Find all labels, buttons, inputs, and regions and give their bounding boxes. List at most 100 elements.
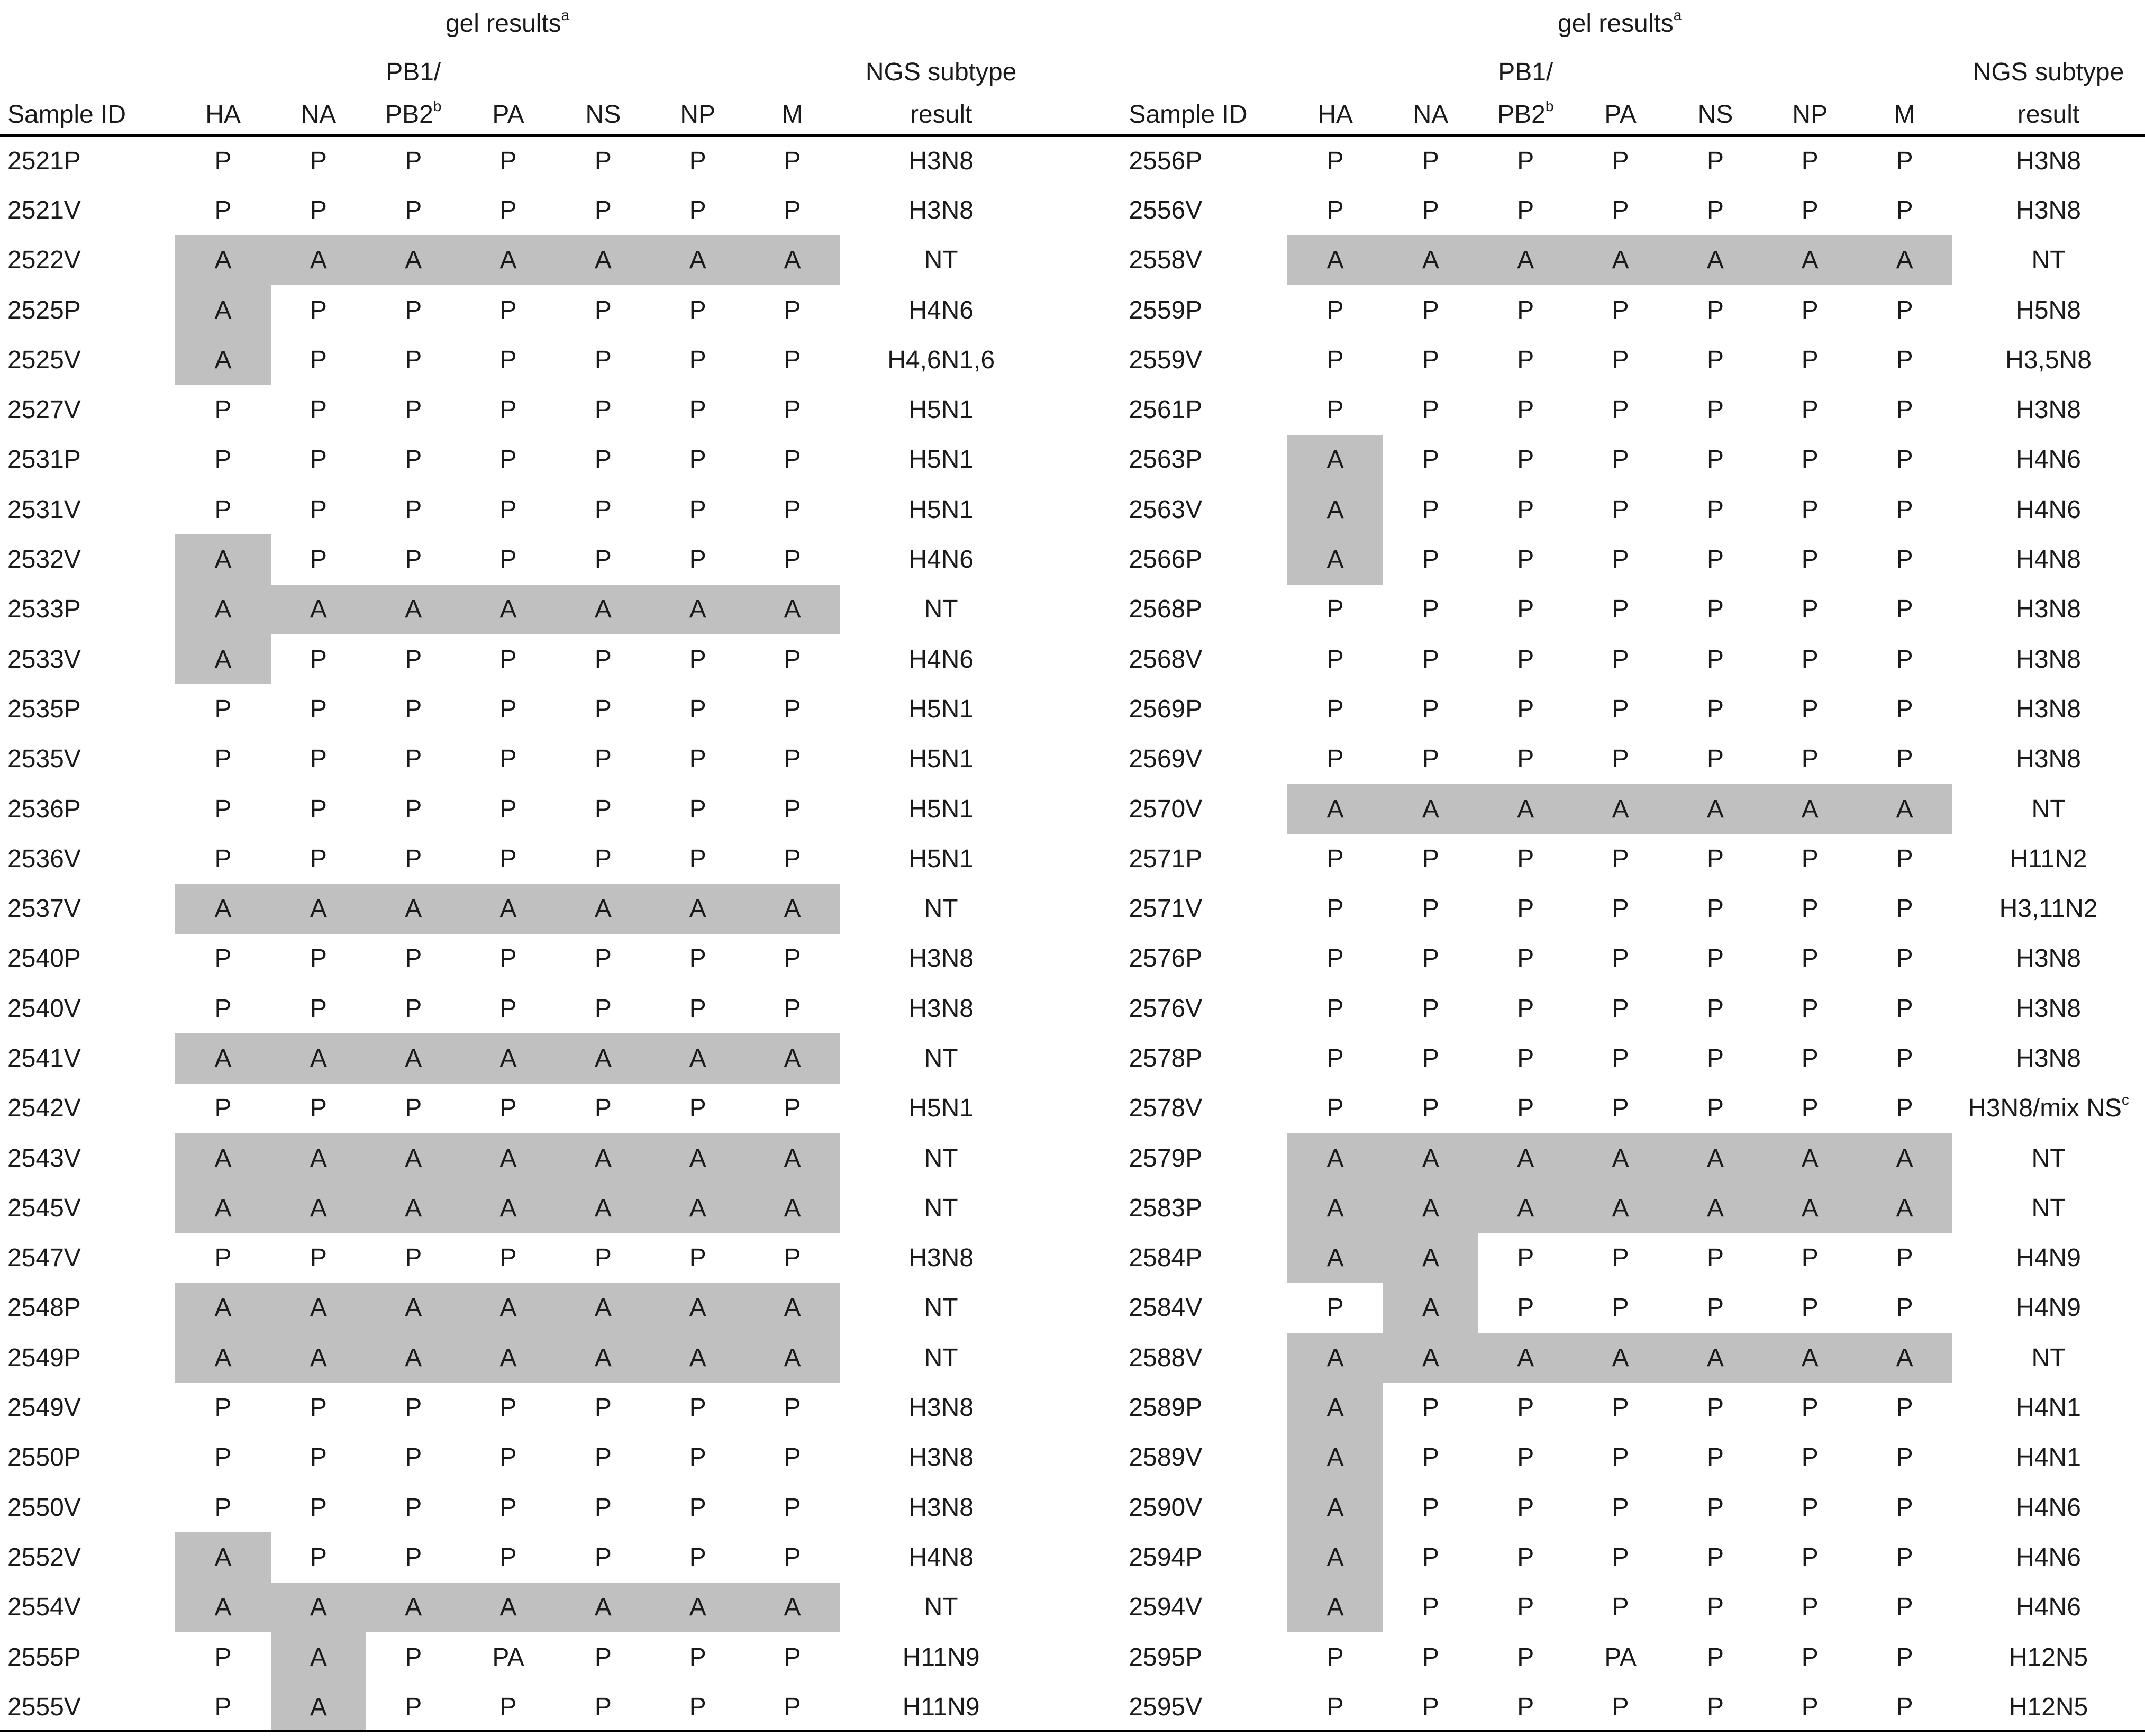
- gel-result-cell: A: [745, 1133, 840, 1184]
- gel-result-cell: P: [784, 1443, 801, 1472]
- ngs-subtype-cell: H4N1: [1952, 1383, 2145, 1432]
- gel-result-cell: P: [1706, 1044, 1724, 1072]
- gel-result-cell: P: [689, 1443, 706, 1472]
- gel-result-cell: A: [650, 1183, 746, 1233]
- ngs-subtype-cell: H5N1: [840, 784, 1042, 834]
- gel-result-cell: P: [1706, 1593, 1724, 1622]
- ngs-subtype-cell: H4N6: [1952, 1532, 2145, 1582]
- gel-result-cell: P: [405, 1394, 422, 1422]
- sample-id-cell: 2547V: [7, 1244, 81, 1273]
- gel-result-cell: A: [1478, 235, 1573, 285]
- ngs-subtype-cell: NT: [840, 1133, 1042, 1183]
- gel-result-cell: A: [1287, 1183, 1384, 1233]
- sample-id-cell: 2542V: [7, 1094, 81, 1123]
- gel-result-cell: A: [175, 1333, 271, 1383]
- ngs-subtype-cell: NT: [840, 1183, 1042, 1233]
- gel-result-cell: P: [214, 1244, 232, 1273]
- gel-result-cell: P: [1896, 147, 1913, 175]
- ngs-subtype-text: H3N8: [2016, 695, 2081, 723]
- gel-result-cell: P: [1326, 196, 1344, 224]
- gel-result-cell: P: [1517, 396, 1534, 424]
- gel-result-cell: P: [1517, 546, 1534, 574]
- gel-result-cell: A: [270, 584, 366, 634]
- bottom-rule: [0, 1730, 2145, 1732]
- table-row: 2521P P P P P P P P H3N8 2556P P P P P P P P H3N8: [0, 135, 2145, 185]
- sample-id-cell: 2525P: [7, 296, 81, 324]
- sample-id-cell: 2588V: [1129, 1343, 1203, 1372]
- sample-id-cell: 2548P: [7, 1294, 81, 1322]
- sample-id-cell: 2537V: [7, 895, 81, 923]
- gel-result-cell: P: [1422, 147, 1439, 175]
- gel-result-cell: PA: [492, 1643, 524, 1671]
- gel-result-cell: P: [1326, 994, 1344, 1023]
- gel-result-cell: P: [1517, 1394, 1534, 1422]
- ngs-subtype-cell: H3N8: [1952, 934, 2145, 984]
- gel-result-cell: P: [689, 396, 706, 424]
- sample-id-heading-right: Sample ID: [1121, 87, 1288, 137]
- ngs-subtype-text: H11N9: [902, 1643, 980, 1671]
- gel-result-cell: P: [1801, 844, 1819, 873]
- gel-result-cell: P: [689, 446, 706, 474]
- ngs-subtype-text: H4N6: [2016, 446, 2081, 474]
- sample-id-cell: 2576P: [1129, 944, 1203, 973]
- gel-result-cell: P: [1706, 1643, 1724, 1671]
- gel-result-cell: P: [1706, 1394, 1724, 1422]
- gel-result-cell: P: [499, 1543, 517, 1571]
- gel-result-cell: A: [460, 1333, 556, 1383]
- gel-result-cell: P: [1612, 1443, 1629, 1472]
- sample-id-cell: 2525V: [7, 346, 81, 374]
- sample-id-cell: 2533P: [7, 595, 81, 624]
- sample-id-cell: 2583P: [1129, 1194, 1203, 1222]
- gel-result-cell: A: [1762, 1133, 1858, 1184]
- gel-result-cell: A: [1287, 1133, 1384, 1184]
- column-gap: [1042, 884, 1121, 933]
- column-gap: [1042, 1632, 1121, 1682]
- table-row: 2521V P P P P P P P H3N8 2556V P P P P P P P H3N8: [0, 185, 2145, 235]
- gel-result-cell: P: [1422, 546, 1439, 574]
- column-gap: [1042, 1333, 1121, 1383]
- gel-result-cell: A: [1573, 1183, 1668, 1233]
- na-heading-left: NA: [270, 87, 366, 137]
- ngs-subtype-text: H4N8: [908, 1543, 974, 1571]
- table-row: 2535P P P P P P P P H5N1 2569P P P P P P P P H3N8: [0, 684, 2145, 734]
- ngs-subtype-cell: NT: [840, 1333, 1042, 1383]
- ngs-subtype-cell: NT: [840, 1583, 1042, 1632]
- gel-result-cell: P: [1896, 1543, 1913, 1571]
- ngs-subtype-text: H3N8: [908, 1443, 974, 1472]
- gel-result-cell: P: [1896, 1643, 1913, 1671]
- column-gap: [1042, 1532, 1121, 1582]
- ngs-heading-line1-left: NGS subtype: [865, 58, 1017, 86]
- gel-result-cell: P: [1422, 446, 1439, 474]
- sample-id-cell: 2521V: [7, 196, 81, 224]
- sample-id-cell: 2571V: [1129, 895, 1203, 923]
- gel-result-cell: P: [405, 396, 422, 424]
- column-gap: [1042, 734, 1121, 784]
- gel-result-cell: P: [1517, 944, 1534, 973]
- gel-result-cell: P: [1801, 1593, 1819, 1622]
- gel-result-cell: P: [310, 546, 327, 574]
- table-row: 2525P A P P P P P P H4N6 2559P P P P P P P P H5N8: [0, 285, 2145, 335]
- ngs-subtype-cell: H3N8: [1952, 585, 2145, 634]
- gel-result-cell: A: [556, 1133, 651, 1184]
- gel-result-cell: P: [405, 346, 422, 374]
- gel-result-cell: P: [214, 745, 232, 774]
- sample-id-cell: 2549V: [7, 1394, 81, 1422]
- gel-result-cell: P: [784, 695, 801, 723]
- gel-result-cell: A: [1668, 1183, 1763, 1233]
- ngs-subtype-cell: H3N8: [1952, 634, 2145, 684]
- gel-result-cell: P: [689, 147, 706, 175]
- gel-result-cell: P: [594, 844, 612, 873]
- gel-result-cell: A: [270, 1133, 366, 1184]
- ngs-subtype-cell: H4N1: [1952, 1433, 2145, 1483]
- gel-result-cell: P: [1612, 147, 1629, 175]
- gel-result-cell: P: [499, 296, 517, 324]
- sample-id-cell: 2555V: [7, 1693, 81, 1721]
- ngs-subtype-text: H4N6: [908, 546, 974, 574]
- gel-result-cell: P: [1706, 895, 1724, 923]
- gel-result-cell: P: [1801, 1643, 1819, 1671]
- gel-result-cell: P: [689, 994, 706, 1023]
- gel-result-cell: P: [1612, 196, 1629, 224]
- gel-result-cell: A: [270, 1183, 366, 1233]
- table-row: 2531P P P P P P P P H5N1 2563P A P P P P P P H4N6: [0, 434, 2145, 485]
- gel-result-cell: P: [1517, 844, 1534, 873]
